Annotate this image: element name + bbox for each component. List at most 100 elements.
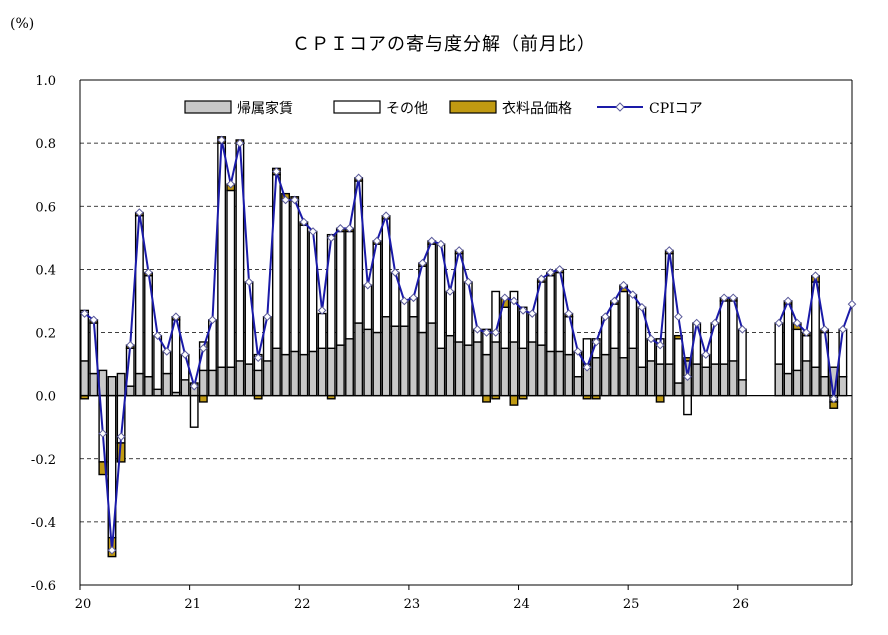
series-point [372, 236, 382, 246]
legend-swatch [449, 100, 497, 114]
bar [619, 357, 629, 397]
bar [472, 341, 482, 397]
bar [518, 347, 528, 397]
bar [98, 461, 108, 476]
series-point [555, 265, 564, 274]
bar [116, 372, 126, 397]
y-tick-label: 0.6 [35, 200, 56, 215]
bar [774, 322, 784, 365]
bar [317, 312, 327, 349]
bar [811, 366, 820, 397]
bar [527, 341, 537, 397]
series-point [701, 350, 711, 359]
series-point [473, 325, 482, 334]
series-point [445, 287, 455, 296]
series-point [546, 268, 555, 277]
series-point [299, 217, 309, 227]
bar [80, 360, 90, 397]
bar [719, 363, 729, 397]
series-point [208, 315, 217, 325]
series-point [381, 211, 391, 221]
bar [509, 290, 519, 343]
bar [801, 334, 811, 362]
bar [381, 316, 391, 397]
series-point [135, 208, 144, 217]
bar [281, 199, 291, 356]
series-point [345, 224, 354, 233]
bar [345, 230, 354, 340]
series-point [308, 227, 318, 236]
series-point [792, 318, 802, 328]
bar [244, 281, 254, 365]
bar [737, 379, 747, 397]
bar [198, 394, 208, 403]
bar [235, 360, 245, 397]
bar [253, 369, 263, 397]
series-point [217, 135, 226, 145]
bar [555, 350, 565, 397]
bar [710, 363, 720, 397]
series-point [162, 347, 172, 356]
bar [792, 369, 802, 397]
series-point [591, 337, 601, 347]
series-point [537, 274, 546, 284]
chart-title: ＣＰＩコアの寄与度分解（前月比） [292, 34, 596, 55]
legend-label: 帰属家賃 [237, 100, 293, 117]
bar [198, 369, 208, 397]
series-point [290, 195, 300, 205]
bar [290, 199, 300, 353]
bar [189, 394, 199, 428]
bar [454, 341, 464, 397]
series-point [153, 331, 162, 340]
bar [573, 375, 583, 397]
series-point [683, 372, 692, 381]
bar [345, 338, 354, 397]
series-point [820, 325, 829, 334]
y-tick-label: 0.4 [35, 263, 56, 278]
series-point [674, 312, 683, 322]
bar [299, 224, 309, 356]
bar [427, 243, 437, 324]
series-point [738, 325, 747, 334]
series-point [189, 381, 199, 391]
bar [664, 363, 674, 397]
bar [564, 353, 574, 397]
bar [144, 375, 153, 397]
series-point [527, 309, 537, 318]
series-point [719, 293, 729, 303]
x-tick-label: 23 [404, 597, 421, 612]
series-point [390, 268, 400, 277]
bar [774, 363, 784, 397]
series-point [518, 306, 528, 315]
bar [692, 363, 702, 397]
series-point [253, 353, 263, 363]
series-point [418, 258, 427, 268]
bar [783, 303, 793, 375]
series-point [783, 296, 793, 306]
series-point [454, 246, 464, 255]
bar [226, 366, 236, 397]
series-point [500, 293, 510, 303]
series-point [692, 318, 701, 328]
bar [500, 306, 510, 349]
bar [646, 360, 656, 397]
bar [600, 353, 610, 397]
series-point [582, 362, 592, 372]
series-point [573, 347, 583, 356]
bar [299, 353, 309, 397]
series-point [847, 299, 857, 309]
series-point [180, 350, 190, 359]
x-tick-label: 20 [75, 597, 92, 612]
series-point [89, 315, 99, 325]
y-tick-label: 0.2 [35, 327, 56, 342]
series-point [281, 195, 290, 205]
series-point [171, 312, 181, 322]
legend-marker [615, 102, 625, 112]
series-point [400, 296, 409, 306]
bar [208, 369, 217, 397]
series-point [710, 318, 720, 328]
bar [226, 189, 236, 368]
series-point [463, 277, 473, 287]
